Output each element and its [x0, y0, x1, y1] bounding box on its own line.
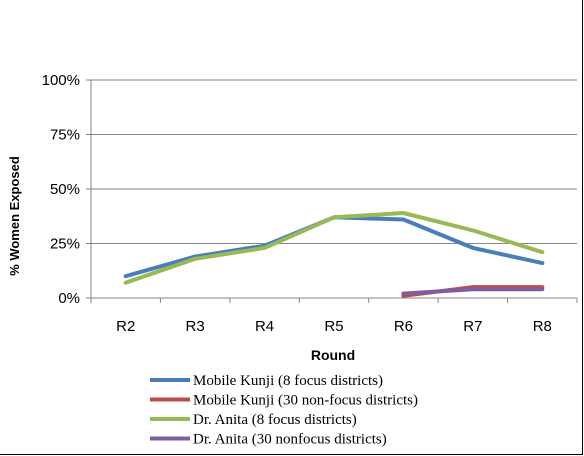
x-tick-label: R3: [186, 318, 205, 335]
x-tick-label: R7: [463, 318, 482, 335]
legend: Mobile Kunji (8 focus districts) Mobile K…: [150, 373, 418, 448]
series-line-3: [123, 211, 545, 285]
x-tick-label: R8: [533, 318, 552, 335]
x-tick-label: R2: [116, 318, 135, 335]
y-tick-label: 100%: [42, 72, 80, 89]
x-tick-labels: R2 R3 R4 R5 R6 R7 R8: [116, 318, 552, 335]
y-tick-label: 0%: [58, 290, 80, 307]
legend-entry: Mobile Kunji (8 focus districts): [193, 373, 383, 389]
x-tick-label: R6: [394, 318, 413, 335]
y-tick-label: 50%: [50, 181, 80, 198]
y-axis-label: % Women Exposed: [7, 156, 22, 276]
y-tick-label: 25%: [50, 236, 80, 253]
x-axis-label: Round: [311, 347, 355, 363]
legend-entry: Dr. Anita (8 focus districts): [193, 412, 357, 428]
x-tick-label: R4: [255, 318, 274, 335]
y-tick-labels: 0% 25% 50% 75% 100%: [42, 72, 80, 307]
legend-entry: Mobile Kunji (30 non-focus districts): [193, 393, 418, 409]
legend-entry: Dr. Anita (30 nonfocus districts): [193, 432, 387, 448]
x-tick-label: R5: [324, 318, 343, 335]
series-line-4: [401, 287, 545, 296]
series-line-1: [123, 215, 545, 279]
axes: [86, 79, 578, 303]
y-tick-label: 75%: [50, 127, 80, 144]
gridlines: [91, 79, 577, 244]
series-lines: [123, 211, 545, 298]
